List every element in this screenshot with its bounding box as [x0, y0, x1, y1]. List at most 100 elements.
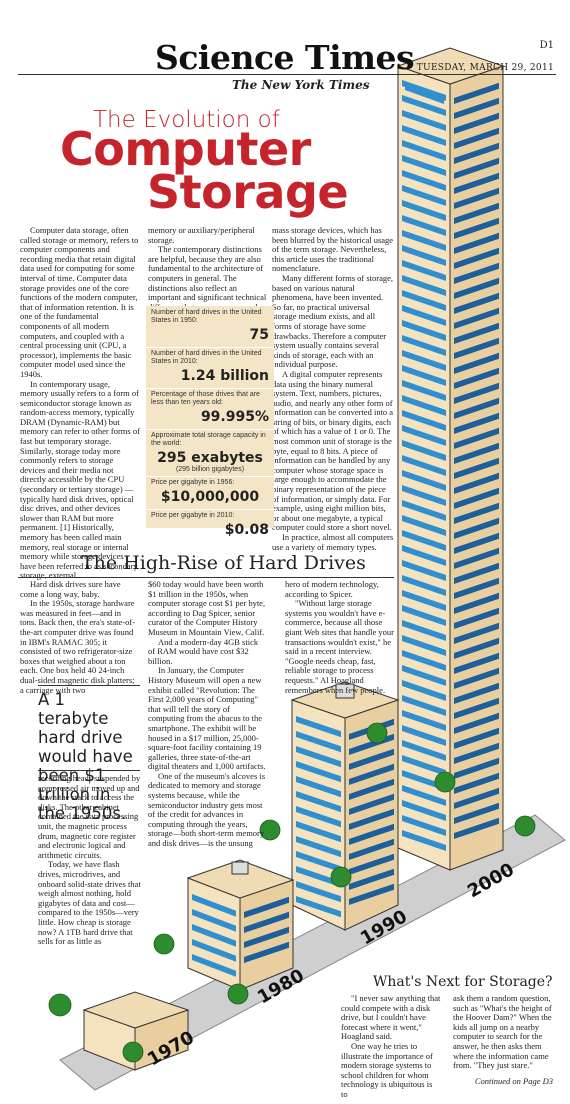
section-title: What's Next for Storage? — [373, 974, 553, 990]
window-band — [192, 924, 236, 947]
window-band — [454, 337, 499, 359]
window-band — [454, 727, 499, 749]
paragraph: "Without large storage systems you would… — [285, 598, 394, 695]
tower-1980 — [186, 859, 295, 991]
window-band — [296, 776, 341, 798]
window-band — [454, 292, 499, 314]
window-band — [454, 397, 499, 419]
window-band — [402, 680, 446, 701]
window-band — [454, 367, 499, 389]
paragraph: In practice, almost all computers use a … — [272, 532, 394, 552]
window-band — [402, 650, 446, 671]
window-band — [402, 365, 446, 386]
window-band — [454, 592, 499, 614]
window-band — [244, 941, 289, 963]
window-band — [349, 808, 394, 830]
window-band — [402, 770, 446, 791]
window-band — [454, 622, 499, 644]
paragraph: ask them a random question, such as "Wha… — [453, 993, 552, 1071]
window-band — [296, 716, 341, 738]
window-band — [454, 757, 499, 779]
window-band — [192, 909, 236, 932]
window-band — [402, 185, 446, 206]
window-band — [454, 217, 499, 239]
window-band — [296, 791, 341, 813]
window-band — [402, 260, 446, 281]
window-band — [402, 350, 446, 371]
window-band — [454, 682, 499, 704]
window-band — [402, 80, 446, 101]
pullquote: A 1 terabyte hard drive would have been … — [38, 690, 133, 823]
tower-2000-windows — [402, 80, 499, 851]
window-band — [454, 202, 499, 224]
window-band — [296, 731, 341, 753]
window-band — [402, 440, 446, 461]
window-band — [454, 277, 499, 299]
window-band — [454, 787, 499, 809]
window-band — [454, 352, 499, 374]
window-band — [192, 939, 236, 962]
paragraph: hero of modern technology, according to … — [285, 579, 379, 599]
section2-column-2: $60 today would have been worth $1 trill… — [148, 579, 266, 849]
window-band — [349, 823, 394, 845]
window-band — [402, 500, 446, 521]
stat-value: $0.08 — [224, 522, 269, 538]
window-band — [192, 954, 236, 977]
masthead-title: Science Times — [155, 38, 415, 77]
intro-column-3: mass storage devices, which has been blu… — [272, 225, 394, 552]
year-label-1980: 1980 — [254, 965, 308, 1008]
window-band — [454, 802, 499, 824]
window-band — [349, 748, 394, 770]
stat-label: Approximate total storage capacity in th… — [151, 432, 266, 447]
section-rule — [18, 577, 394, 578]
window-band — [402, 830, 446, 851]
stat-label: Percentage of those drives that are less… — [151, 391, 260, 406]
stat-label: Number of hard drives in the United Stat… — [151, 309, 262, 324]
window-band — [402, 605, 446, 626]
window-band — [454, 112, 499, 134]
window-band — [296, 806, 341, 828]
year-label-1970: 1970 — [144, 1027, 198, 1070]
window-band — [402, 725, 446, 746]
window-band — [454, 517, 499, 539]
window-band — [296, 836, 341, 858]
stat-value: 99.995% — [200, 409, 269, 425]
window-band — [402, 95, 446, 116]
window-band — [454, 487, 499, 509]
window-band — [296, 866, 341, 888]
continued-link[interactable]: Continued on Page D3 — [474, 1075, 553, 1086]
paragraph: In the 1950s, storage hardware was measu… — [20, 598, 136, 695]
window-band — [402, 815, 446, 836]
window-band — [454, 382, 499, 404]
window-band — [296, 896, 341, 918]
newspaper-logo: The New York Times — [232, 78, 370, 92]
window-band — [402, 245, 446, 266]
window-band — [402, 140, 446, 161]
window-band — [454, 157, 499, 179]
paragraph: "I never saw anything that could compete… — [341, 993, 441, 1042]
window-band — [349, 778, 394, 800]
paragraph: In January, the Computer History Museum … — [148, 665, 266, 772]
window-band — [402, 425, 446, 446]
window-band — [402, 290, 446, 311]
window-band — [402, 710, 446, 731]
section2-column-1b: recording heads suspended by compressed … — [38, 773, 142, 947]
paragraph: Many different forms of storage, based o… — [272, 272, 394, 370]
section2-column-3: hero of modern technology, according to … — [285, 579, 395, 695]
year-label-1990: 1990 — [357, 906, 411, 949]
intro-column-1: Computer data storage, often called stor… — [20, 225, 140, 581]
window-band — [402, 530, 446, 551]
window-band — [349, 793, 394, 815]
window-band — [402, 230, 446, 251]
paragraph: Hard disk drives sure have come a long w… — [20, 579, 121, 599]
window-band — [402, 470, 446, 491]
window-band — [454, 712, 499, 734]
window-band — [402, 200, 446, 221]
window-band — [454, 187, 499, 209]
window-band — [402, 275, 446, 296]
section2-column-1: Hard disk drives sure have come a long w… — [20, 579, 138, 695]
window-band — [402, 410, 446, 431]
window-band — [454, 97, 499, 119]
window-band — [349, 868, 394, 890]
paragraph: In contemporary usage, memory usually re… — [20, 378, 140, 581]
